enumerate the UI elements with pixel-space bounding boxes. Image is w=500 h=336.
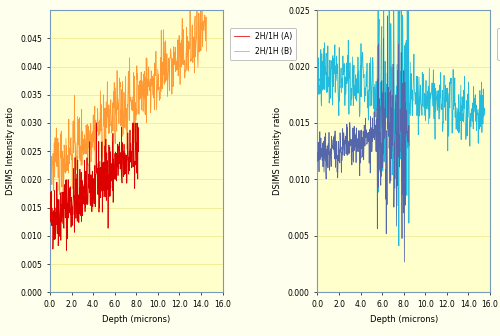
2H/1H (B) [132, 74, 138, 78]
18O/16O (A) [368, 131, 374, 135]
18O/16O (A) [406, 143, 412, 148]
Y-axis label: DSIMS Intensity ratio: DSIMS Intensity ratio [274, 107, 282, 195]
18O/16O (B) [482, 113, 488, 117]
2H/1H (A) [103, 156, 109, 160]
18O/16O (A) [406, 126, 411, 130]
Line: 2H/1H (A): 2H/1H (A) [50, 123, 138, 250]
2H/1H (B) [122, 109, 128, 113]
2H/1H (A) [64, 248, 70, 252]
18O/16O (B) [394, 62, 400, 67]
18O/16O (A) [402, 109, 408, 113]
2H/1H (B) [140, 109, 146, 113]
2H/1H (A) [47, 209, 53, 213]
2H/1H (A) [76, 193, 82, 197]
2H/1H (A) [94, 121, 100, 125]
2H/1H (B) [47, 193, 53, 197]
2H/1H (A) [112, 170, 117, 174]
18O/16O (A) [339, 155, 345, 159]
18O/16O (B) [314, 66, 320, 70]
X-axis label: Depth (microns): Depth (microns) [370, 314, 438, 324]
Legend: 2H/1H (A), 2H/1H (B): 2H/1H (A), 2H/1H (B) [230, 28, 296, 60]
18O/16O (A) [314, 151, 320, 155]
Line: 2H/1H (B): 2H/1H (B) [50, 10, 206, 195]
18O/16O (A) [364, 128, 370, 132]
2H/1H (B) [200, 28, 206, 32]
Line: 18O/16O (B): 18O/16O (B) [318, 10, 484, 246]
2H/1H (A) [58, 203, 64, 207]
18O/16O (A) [356, 174, 362, 178]
2H/1H (A) [136, 127, 141, 131]
18O/16O (B) [414, 75, 420, 79]
2H/1H (A) [82, 178, 88, 182]
2H/1H (B) [204, 49, 210, 53]
18O/16O (A) [402, 260, 407, 264]
18O/16O (B) [478, 121, 484, 125]
Y-axis label: DSIMS Intensity ratio: DSIMS Intensity ratio [6, 107, 15, 195]
18O/16O (B) [406, 8, 411, 12]
18O/16O (B) [395, 8, 401, 12]
18O/16O (B) [375, 8, 381, 12]
Line: 18O/16O (A): 18O/16O (A) [318, 16, 409, 262]
2H/1H (B) [122, 103, 128, 107]
18O/16O (B) [452, 115, 458, 119]
2H/1H (A) [112, 176, 117, 180]
18O/16O (A) [384, 14, 390, 18]
2H/1H (B) [175, 74, 181, 78]
18O/16O (B) [396, 244, 402, 248]
Legend: 18O/16O (A), 18O/16O (B): 18O/16O (A), 18O/16O (B) [498, 28, 500, 60]
X-axis label: Depth (microns): Depth (microns) [102, 314, 170, 324]
2H/1H (B) [187, 8, 193, 12]
